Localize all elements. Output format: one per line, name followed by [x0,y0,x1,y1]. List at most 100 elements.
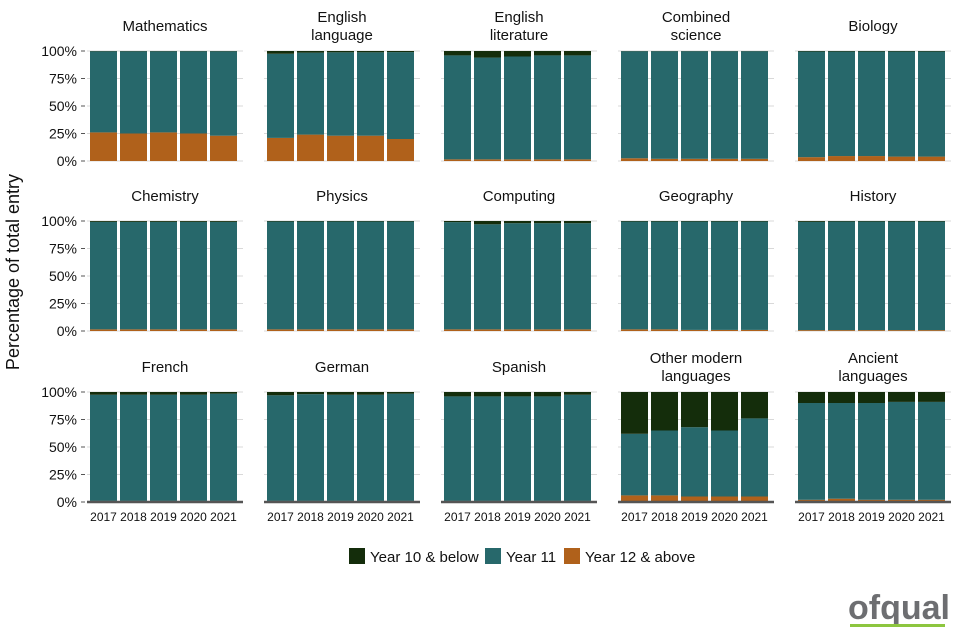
panel-1: English language [264,9,420,162]
bar-year10-2020 [888,221,915,222]
y-tick-label: 75% [49,412,77,428]
bar-year12-2021 [387,329,414,331]
bar-year10-2019 [327,392,354,395]
bar-year10-2018 [651,392,678,431]
bar-year12-2017 [90,329,117,331]
bar-year10-2019 [681,221,708,222]
bar-year11-2018 [651,221,678,330]
bar-year11-2020 [357,52,384,136]
bar-year11-2018 [828,51,855,157]
y-tick-label: 75% [49,71,77,87]
panel-title-line: English [317,9,366,26]
logo-text: ofqual [848,590,948,627]
bar-year10-2020 [534,221,561,224]
panel-14: Ancient languages 2017 2018 2019 2020 2021 [795,350,951,524]
bar-year10-2017 [444,392,471,397]
bar-year11-2019 [150,394,177,501]
bar-year10-2019 [504,221,531,224]
bar-year11-2018 [651,430,678,496]
bar-year11-2017 [798,221,825,331]
bar-year11-2018 [297,221,324,330]
bar-year10-2021 [564,392,591,395]
panel-title: Physics [316,188,368,205]
bar-year11-2021 [741,221,768,330]
bar-year10-2017 [798,392,825,403]
panel-11: German 2017 2018 2019 2020 2021 [264,359,420,524]
y-tick-label: 25% [49,126,77,142]
bar-year11-2019 [327,52,354,136]
panel-2: English literature [441,9,597,162]
bar-year10-2017 [90,221,117,222]
bar-year11-2021 [564,394,591,501]
legend-label-2: Year 12 & above [585,549,695,566]
x-tick-label: 2019 [504,510,531,524]
x-tick-label: 2018 [297,510,324,524]
y-tick-label: 0% [57,153,77,169]
bar-year11-2020 [711,51,738,159]
legend-label-1: Year 11 [506,549,556,566]
bar-year10-2017 [90,392,117,395]
panel-title: English language [311,9,373,44]
bar-year11-2018 [120,394,147,501]
panel-title-line: literature [490,27,548,44]
bar-year10-2018 [120,221,147,222]
panel-title-line: German [315,359,369,376]
bar-year11-2020 [357,394,384,501]
x-tick-label: 2021 [741,510,768,524]
bar-year12-2021 [741,496,768,502]
x-tick-label: 2020 [357,510,384,524]
panel-title: French [142,359,189,376]
bar-year11-2017 [444,55,471,160]
bar-year12-2018 [828,498,855,502]
y-tick-label: 100% [41,43,77,59]
bar-year12-2021 [564,159,591,161]
bar-year11-2017 [444,222,471,330]
y-tick-label: 0% [57,323,77,339]
bar-year12-2019 [681,329,708,331]
bar-year11-2019 [681,427,708,497]
panel-title-line: Geography [659,188,734,205]
bar-year11-2020 [357,221,384,330]
bar-year10-2019 [858,51,885,52]
bar-year12-2020 [180,329,207,331]
x-tick-label: 2021 [918,510,945,524]
x-tick-label: 2018 [120,510,147,524]
bar-year10-2021 [387,221,414,222]
bar-year12-2020 [888,156,915,161]
bar-year11-2020 [534,396,561,501]
bar-year10-2021 [387,51,414,53]
bar-year11-2018 [297,52,324,135]
bar-year11-2020 [534,223,561,330]
panel-13: Other modern languages 2017 2018 2019 2020 202… [618,350,774,524]
bar-year12-2020 [534,159,561,161]
panel-9: History [795,188,951,332]
bar-year11-2021 [918,51,945,157]
bar-year11-2020 [888,51,915,157]
bar-year11-2017 [90,51,117,133]
x-tick-label: 2020 [711,510,738,524]
bar-year12-2019 [681,496,708,502]
panel-6: Physics [264,188,420,332]
bar-year11-2017 [267,53,294,138]
panel-title: Spanish [492,359,546,376]
panel-title-line: Other modern [650,350,743,367]
bar-year11-2021 [387,52,414,139]
panel-title: Mathematics [122,18,207,35]
bar-year10-2018 [474,221,501,225]
bar-year11-2017 [621,433,648,496]
bar-year10-2017 [798,221,825,222]
bar-year12-2019 [504,159,531,161]
panel-title-line: Physics [316,188,368,205]
bar-year10-2020 [180,392,207,395]
bar-year11-2020 [888,401,915,500]
bar-year10-2021 [210,392,237,394]
bar-year12-2017 [90,132,117,161]
bar-year10-2020 [888,51,915,52]
panel-title-line: Spanish [492,359,546,376]
bar-year10-2018 [828,221,855,222]
bar-year11-2019 [681,221,708,330]
bar-year12-2020 [711,496,738,502]
bar-year11-2018 [828,403,855,499]
bar-year10-2021 [387,392,414,394]
bar-year11-2021 [918,221,945,331]
